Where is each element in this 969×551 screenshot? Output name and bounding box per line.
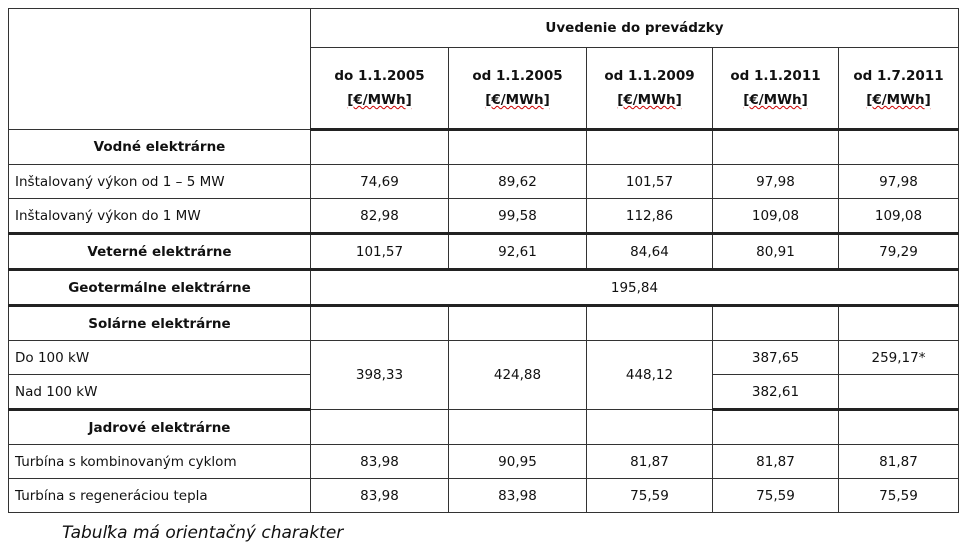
value-cell: 81,87 [586,444,713,479]
corner-cell [8,8,311,130]
column-header: od 1.1.2005 [€/MWh] [448,47,587,131]
table-row: Jadrové elektrárne [8,409,959,445]
table-row: Geotermálne elektrárne 195,84 [8,269,959,307]
section-label: Jadrové elektrárne [8,409,311,445]
value-cell: 97,98 [838,164,959,199]
merged-cell: 195,84 [310,269,959,307]
row-label: Turbína s regeneráciou tepla [8,478,311,513]
column-date: od 1.1.2011 [730,68,821,84]
value-cell [448,409,587,445]
value-cell [310,409,449,445]
value-cell [838,129,959,165]
merged-cell: 398,33 [310,340,449,410]
caption: Tabuľka má orientačný charakter [62,523,344,543]
column-unit: [€/MWh] [485,92,550,108]
value-cell: 74,69 [310,164,449,199]
section-label: Veterné elektrárne [8,233,311,271]
table-row: Solárne elektrárne [8,305,959,341]
tariff-table: Uvedenie do prevádzky do 1.1.2005 [€/MWh]… [8,8,959,513]
column-unit: [€/MWh] [866,92,931,108]
value-cell [712,129,839,165]
value-cell: 89,62 [448,164,587,199]
value-cell: 83,98 [310,444,449,479]
value-cell [712,409,839,445]
value-cell: 387,65 [712,340,839,375]
table-row: Turbína s regeneráciou tepla 83,98 83,98 75… [8,478,959,513]
value-cell [310,129,449,165]
table-row: Veterné elektrárne 101,57 92,61 84,64 80,91 7… [8,233,959,271]
column-header: od 1.7.2011 [€/MWh] [838,47,959,131]
value-cell [448,129,587,165]
value-cell: 83,98 [310,478,449,513]
header-row: do 1.1.2005 [€/MWh] od 1.1.2005 [€/MWh] od… [9,47,959,131]
value-cell [586,409,713,445]
value-cell: 382,61 [712,374,839,411]
value-cell: 99,58 [448,198,587,235]
value-cell: 97,98 [712,164,839,199]
row-label: Turbína s kombinovaným cyklom [8,444,311,479]
table-body: Vodné elektrárne Inštalovaný výkon od 1 –… [8,129,959,513]
value-cell: 79,29 [838,233,959,271]
table-row: Inštalovaný výkon od 1 – 5 MW 74,69 89,62 1… [8,164,959,199]
row-label: Nad 100 kW [8,374,311,411]
column-header: od 1.1.2011 [€/MWh] [712,47,839,131]
column-date: od 1.7.2011 [853,68,944,84]
row-label: Inštalovaný výkon od 1 – 5 MW [8,164,311,199]
merged-cell: 448,12 [586,340,713,410]
section-label: Solárne elektrárne [8,305,311,341]
value-cell [838,374,959,411]
value-cell [586,129,713,165]
column-header: od 1.1.2009 [€/MWh] [586,47,713,131]
row-label: Inštalovaný výkon do 1 MW [8,198,311,235]
value-cell: 90,95 [448,444,587,479]
table-row: Do 100 kW 398,33 424,88 448,12 387,65 259,17* [8,340,959,410]
value-cell: 259,17* [838,340,959,375]
value-cell: 101,57 [586,164,713,199]
table-row: Vodné elektrárne [8,129,959,165]
table-row: Turbína s kombinovaným cyklom 83,98 90,95 8… [8,444,959,479]
column-date: od 1.1.2005 [472,68,563,84]
section-label: Vodné elektrárne [8,129,311,165]
value-cell: 84,64 [586,233,713,271]
column-unit: [€/MWh] [347,92,412,108]
group-header: Uvedenie do prevádzky [310,8,959,48]
value-cell [838,305,959,341]
value-cell [310,305,449,341]
value-cell: 81,87 [838,444,959,479]
value-cell: 83,98 [448,478,587,513]
value-cell: 75,59 [586,478,713,513]
column-unit: [€/MWh] [617,92,682,108]
column-date: od 1.1.2009 [604,68,695,84]
table-row: Inštalovaný výkon do 1 MW 82,98 99,58 112,8… [8,198,959,235]
value-cell: 82,98 [310,198,449,235]
row-label: Do 100 kW [8,340,311,375]
value-cell: 75,59 [838,478,959,513]
value-cell: 101,57 [310,233,449,271]
merged-cell: 424,88 [448,340,587,410]
value-cell [448,305,587,341]
value-cell: 109,08 [712,198,839,235]
section-label: Geotermálne elektrárne [8,269,311,307]
column-unit: [€/MWh] [743,92,808,108]
value-cell [712,305,839,341]
value-cell: 109,08 [838,198,959,235]
header-row: Uvedenie do prevádzky [8,8,959,130]
table-row: Nad 100 kW 382,61 [8,374,959,411]
value-cell [586,305,713,341]
column-header: do 1.1.2005 [€/MWh] [310,47,449,131]
value-cell [838,409,959,445]
value-cell: 112,86 [586,198,713,235]
value-cell: 80,91 [712,233,839,271]
value-cell: 81,87 [712,444,839,479]
column-date: do 1.1.2005 [334,68,425,84]
value-cell: 92,61 [448,233,587,271]
value-cell: 75,59 [712,478,839,513]
